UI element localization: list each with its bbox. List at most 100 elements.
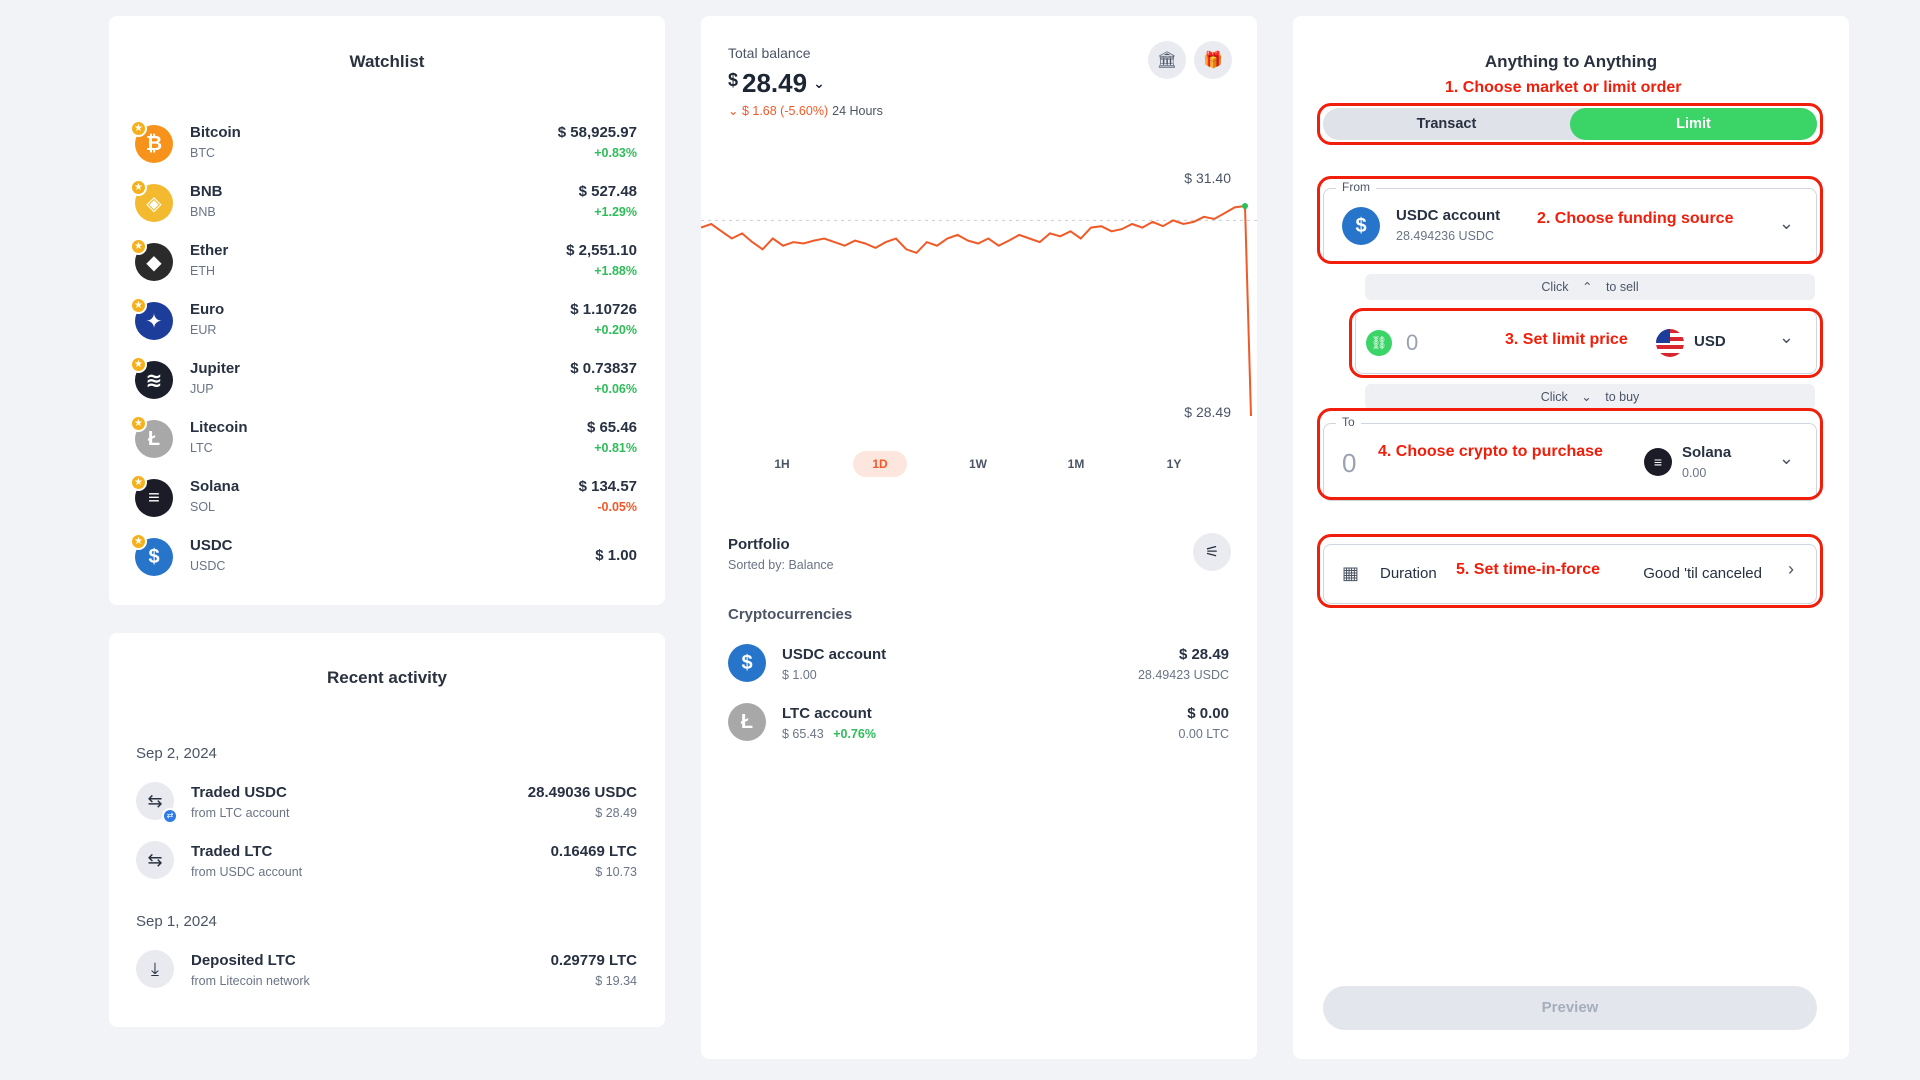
buy-hint-suffix: to buy — [1605, 390, 1640, 404]
from-field[interactable]: From $ USDC account 28.494236 USDC ⌄ — [1323, 180, 1817, 264]
sell-hint[interactable]: Click ⌃ to sell — [1365, 274, 1815, 300]
star-icon[interactable]: ★ — [130, 238, 147, 255]
portfolio-sort: Sorted by: Balance — [728, 558, 834, 572]
limit-price-input[interactable]: 0 — [1406, 330, 1419, 355]
watchlist-price: $ 1.00 — [595, 547, 637, 564]
trade-card: Anything to Anything 1. Choose market or… — [1293, 16, 1849, 1059]
balance-change: ⌄ $ 1.68 (-5.60%) 24 Hours — [728, 103, 883, 118]
watchlist-item-eth[interactable]: ◆ ★ Ether ETH $ 2,551.10 +1.88% — [130, 236, 637, 295]
watchlist-change: +0.20% — [594, 323, 637, 337]
balance-amount: 28.49 — [742, 68, 808, 98]
recent-activity-title: Recent activity — [327, 668, 447, 687]
swap-icon: ⇆ — [136, 841, 174, 879]
to-field[interactable]: To 0 ≡ Solana 0.00 ⌄ — [1323, 415, 1817, 501]
bank-icon[interactable]: 🏛 — [1148, 41, 1186, 79]
gift-icon[interactable]: 🎁 — [1194, 41, 1232, 79]
watchlist-price: $ 58,925.97 — [557, 124, 637, 141]
filter-icon[interactable]: ⚟ — [1193, 533, 1231, 571]
annotation-box-5 — [1317, 534, 1823, 608]
watchlist-name: Ether — [190, 242, 229, 259]
portfolio-account-price: $ 1.00 — [782, 668, 817, 682]
from-label: From — [1336, 180, 1376, 194]
chevron-down-icon: ⌄ — [813, 75, 825, 91]
portfolio-account-amount: 0.00 LTC — [1178, 727, 1230, 741]
star-icon[interactable]: ★ — [130, 297, 147, 314]
portfolio-account-name: USDC account — [782, 646, 887, 663]
total-balance-value[interactable]: $28.49 ⌄ — [728, 68, 825, 99]
activity-item-traded-usdc[interactable]: ⇆ ⇄ Traded USDC from LTC account 28.49036… — [136, 780, 637, 830]
chart-series-line — [701, 204, 1252, 417]
link-icon: ⛓ — [1366, 330, 1392, 356]
balance-card: Total balance $28.49 ⌄ ⌄ $ 1.68 (-5.60%) 2… — [701, 16, 1257, 1059]
balance-change-value: $ 1.68 (-5.60%) — [741, 104, 829, 118]
watchlist-item-usdc[interactable]: $ ★ USDC USDC $ 1.00 — [130, 531, 637, 590]
chevron-right-icon: › — [1788, 559, 1794, 579]
watchlist-name: USDC — [190, 537, 233, 554]
watchlist-item-btc[interactable]: ₿ ★ Bitcoin BTC $ 58,925.97 +0.83% — [130, 118, 637, 177]
watchlist-item-jup[interactable]: ≋ ★ Jupiter JUP $ 0.73837 +0.06% — [130, 354, 637, 413]
calendar-icon: ▦ — [1342, 563, 1360, 583]
to-amount-input[interactable]: 0 — [1342, 448, 1357, 478]
watchlist-item-sol[interactable]: ≡ ★ Solana SOL $ 134.57 -0.05% — [130, 472, 637, 531]
portfolio-price: $ 65.43 — [782, 727, 824, 741]
star-icon[interactable]: ★ — [130, 474, 147, 491]
activity-title: Traded USDC — [191, 784, 287, 801]
activity-amount: 0.29779 LTC — [550, 952, 637, 969]
sell-hint-text: Click — [1541, 280, 1569, 294]
limit-price-field[interactable]: ⛓ 0 USD ⌄ — [1355, 310, 1817, 374]
usdc-icon: $ — [728, 644, 766, 682]
annotation-box-4 — [1317, 408, 1823, 500]
activity-item-deposited-ltc[interactable]: ⤓ Deposited LTC from Litecoin network 0.… — [136, 948, 637, 998]
portfolio-account-name: LTC account — [782, 705, 872, 722]
watchlist-item-ltc[interactable]: Ł ★ Litecoin LTC $ 65.46 +0.81% — [130, 413, 637, 472]
portfolio-row-usdc[interactable]: $ USDC account $ 1.00 $ 28.49 28.49423 U… — [728, 642, 1229, 692]
watchlist-item-bnb[interactable]: ◈ ★ BNB BNB $ 527.48 +1.29% — [130, 177, 637, 236]
range-tab-1h[interactable]: 1H — [774, 457, 790, 471]
star-icon[interactable]: ★ — [130, 533, 147, 550]
buy-hint-text: Click — [1540, 390, 1568, 404]
total-balance-label: Total balance — [728, 45, 811, 61]
chevron-down-icon: ⌄ — [1778, 327, 1794, 347]
watchlist-title: Watchlist — [349, 52, 425, 71]
chart-high-point — [1242, 203, 1248, 209]
to-asset-balance: 0.00 — [1682, 466, 1707, 480]
portfolio-row-ltc[interactable]: Ł LTC account $ 65.43 +0.76% $ 0.00 0.00… — [728, 701, 1229, 751]
preview-button[interactable]: Preview — [1323, 986, 1817, 1030]
watchlist-name: Solana — [190, 478, 240, 495]
range-tab-1m[interactable]: 1M — [1067, 457, 1085, 471]
currency-symbol: $ — [728, 70, 739, 90]
star-icon[interactable]: ★ — [130, 415, 147, 432]
tab-transact[interactable]: Transact — [1416, 116, 1477, 132]
portfolio-account-value: $ 0.00 — [1187, 705, 1229, 722]
annotation-2: 2. Choose funding source — [1537, 210, 1734, 227]
recent-activity-card: Recent activity Sep 2, 2024 ⇆ ⇄ Traded US… — [109, 633, 665, 1027]
activity-item-traded-ltc[interactable]: ⇆ Traded LTC from USDC account 0.16469 L… — [136, 839, 637, 889]
star-icon[interactable]: ★ — [130, 356, 147, 373]
watchlist-item-eur[interactable]: ✦ ★ Euro EUR $ 1.10726 +0.20% — [130, 295, 637, 354]
cryptocurrencies-heading: Cryptocurrencies — [728, 606, 853, 623]
activity-amount-usd: $ 28.49 — [595, 806, 637, 820]
range-tab-1w[interactable]: 1W — [969, 457, 987, 471]
star-icon[interactable]: ★ — [130, 120, 147, 137]
watchlist-name: Jupiter — [190, 360, 241, 377]
activity-title: Deposited LTC — [191, 952, 296, 969]
ether-icon: ◆ — [135, 243, 173, 281]
trade-title: Anything to Anything — [1484, 52, 1658, 71]
limit-price-currency: USD — [1694, 333, 1726, 350]
watchlist-name: Euro — [190, 301, 225, 318]
watchlist-name: BNB — [190, 183, 223, 200]
tab-limit[interactable]: Limit — [1570, 108, 1817, 140]
balance-chart[interactable] — [701, 176, 1257, 436]
chevron-down-double-icon: ⌄ — [1581, 390, 1592, 404]
duration-label: Duration — [1380, 565, 1437, 582]
bitcoin-icon: ₿ — [135, 125, 173, 163]
watchlist-symbol: ETH — [190, 264, 215, 278]
duration-field[interactable]: ▦ Duration Good 'til canceled › — [1323, 544, 1817, 604]
sell-hint-suffix: to sell — [1605, 280, 1639, 294]
range-tab-1y[interactable]: 1Y — [1166, 457, 1182, 471]
watchlist-change: -0.05% — [597, 500, 637, 514]
activity-amount: 28.49036 USDC — [527, 784, 637, 801]
star-icon[interactable]: ★ — [130, 179, 147, 196]
range-tab-1d[interactable]: 1D — [853, 451, 907, 477]
buy-hint[interactable]: Click ⌄ to buy — [1365, 384, 1815, 410]
